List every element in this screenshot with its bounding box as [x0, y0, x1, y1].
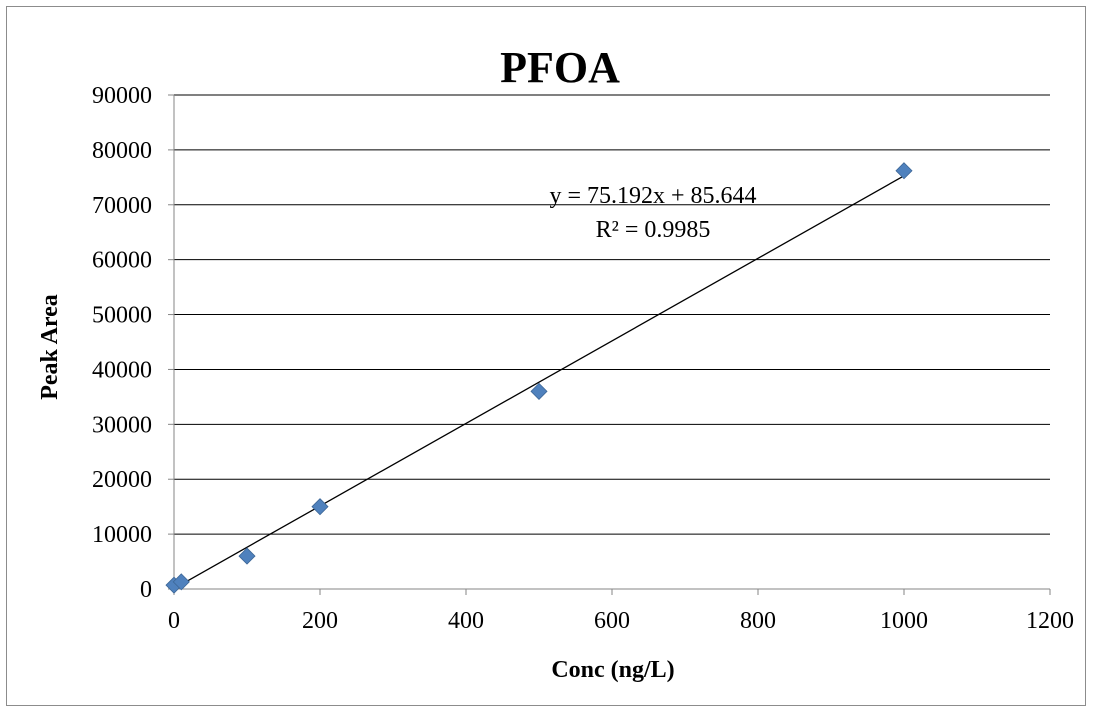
chart-area: 0 10000 20000 30000 40000 50000 60000 70000 8000…	[6, 6, 1086, 706]
data-points	[165, 162, 913, 594]
y-tick-label: 90000	[92, 83, 152, 109]
y-tick-label: 30000	[92, 412, 152, 438]
x-tick-label: 1200	[1026, 608, 1074, 634]
chart-title: PFOA	[500, 43, 620, 92]
y-tick-label: 40000	[92, 357, 152, 383]
data-point	[895, 162, 913, 180]
x-tick-label: 1000	[880, 608, 928, 634]
x-tick-label: 600	[594, 608, 630, 634]
data-point	[238, 547, 256, 565]
x-tick-label: 400	[448, 608, 484, 634]
scatter-chart: 0100002000030000400005000060000700008000…	[37, 43, 1074, 683]
trendline	[173, 175, 905, 590]
x-tick-label: 800	[740, 608, 776, 634]
axes	[168, 94, 1051, 595]
trendline-equation: y = 75.192x + 85.644	[549, 183, 756, 209]
x-tick-label: 200	[302, 608, 338, 634]
y-tick-label: 70000	[92, 193, 152, 219]
y-tick-label: 20000	[92, 467, 152, 493]
x-tick-label: 0	[168, 608, 180, 634]
y-axis-title: Peak Area	[37, 294, 63, 400]
tick-labels: 0100002000030000400005000060000700008000…	[92, 83, 1074, 634]
x-axis-title: Conc (ng/L)	[551, 657, 674, 683]
y-tick-label: 0	[140, 577, 152, 603]
gridlines	[174, 94, 1050, 535]
y-tick-label: 80000	[92, 138, 152, 164]
data-point	[172, 573, 190, 591]
data-point	[530, 382, 548, 400]
trendline-layer	[173, 175, 905, 590]
y-tick-label: 50000	[92, 303, 152, 329]
y-tick-label: 60000	[92, 248, 152, 274]
y-tick-label: 10000	[92, 522, 152, 548]
r-squared-label: R² = 0.9985	[596, 217, 711, 243]
data-point	[311, 498, 329, 516]
